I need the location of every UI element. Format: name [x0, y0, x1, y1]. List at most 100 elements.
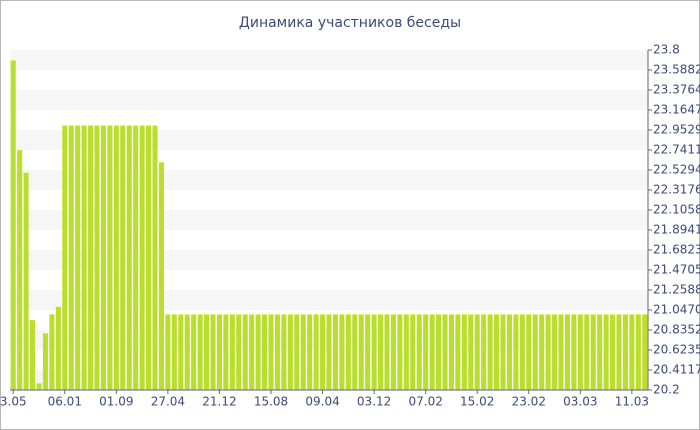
bar	[622, 314, 628, 390]
x-tick-label: 06.01	[48, 395, 82, 409]
y-tick-label: 22.3176	[653, 183, 700, 197]
bar	[307, 314, 313, 390]
y-tick-label: 23.5882	[653, 63, 700, 77]
bar	[320, 314, 326, 390]
bar	[642, 314, 648, 390]
bar	[378, 314, 384, 390]
bar	[494, 314, 500, 390]
bar	[204, 314, 210, 390]
bar	[332, 314, 338, 390]
bar	[197, 314, 203, 390]
grid-band	[10, 130, 648, 151]
bar	[268, 314, 274, 390]
bar	[236, 314, 242, 390]
bar	[126, 125, 132, 391]
bar	[262, 314, 268, 390]
bar	[75, 125, 81, 391]
bar	[390, 314, 396, 390]
bar	[68, 125, 74, 391]
bar	[100, 125, 106, 391]
bar	[242, 314, 248, 390]
bar	[313, 314, 319, 390]
x-tick-label: 01.09	[99, 395, 133, 409]
bar	[229, 314, 235, 390]
y-tick-label: 21.2588	[653, 283, 700, 297]
bar	[120, 125, 126, 391]
bar	[597, 314, 603, 390]
grid-band	[10, 250, 648, 271]
bar	[397, 314, 403, 390]
grid-band	[10, 90, 648, 111]
y-tick-label: 23.3764	[653, 83, 700, 97]
bar	[17, 150, 23, 390]
bar	[274, 314, 280, 390]
bar	[10, 60, 16, 391]
grid-band	[10, 290, 648, 311]
bar	[216, 314, 222, 390]
bar	[107, 125, 113, 391]
bar	[113, 125, 119, 391]
bar	[191, 314, 197, 390]
bar	[481, 314, 487, 390]
bar	[300, 314, 306, 390]
x-tick-label: 03.12	[357, 395, 391, 409]
bar	[358, 314, 364, 390]
y-tick-label: 22.9529	[653, 123, 700, 137]
bar	[30, 320, 36, 390]
bar	[526, 314, 532, 390]
bar	[23, 172, 29, 390]
bar	[436, 314, 442, 390]
bar	[326, 314, 332, 390]
y-tick-label: 20.6235	[653, 343, 700, 357]
bar	[345, 314, 351, 390]
bar	[455, 314, 461, 390]
bar	[635, 314, 641, 390]
bar	[519, 314, 525, 390]
bar	[384, 314, 390, 390]
bar	[616, 314, 622, 390]
bar	[42, 333, 48, 390]
y-tick-label: 22.7411	[653, 143, 700, 157]
bar	[294, 314, 300, 390]
y-tick-label: 20.4117	[653, 363, 700, 377]
x-tick-label: 23.02	[512, 395, 546, 409]
bar	[146, 125, 152, 391]
chart-title: Динамика участников беседы	[239, 15, 461, 31]
x-tick-label: 15.02	[460, 395, 494, 409]
x-tick-label: 3.05	[0, 395, 27, 409]
bar	[88, 125, 94, 391]
x-tick-label: 03.03	[563, 395, 597, 409]
y-tick-label: 21.8941	[653, 223, 700, 237]
bar	[539, 314, 545, 390]
bar	[513, 314, 519, 390]
bar	[584, 314, 590, 390]
bar	[461, 314, 467, 390]
bar	[339, 314, 345, 390]
y-tick-label: 21.0470	[653, 303, 700, 317]
bar	[139, 125, 145, 391]
x-tick-label: 21.12	[202, 395, 236, 409]
bar	[590, 314, 596, 390]
x-tick-label: 09.04	[305, 395, 339, 409]
bar	[610, 314, 616, 390]
grid-band	[10, 210, 648, 231]
bar	[255, 314, 261, 390]
y-tick-label: 21.4705	[653, 263, 700, 277]
bar	[532, 314, 538, 390]
bar	[171, 314, 177, 390]
bar	[423, 314, 429, 390]
y-tick-label: 22.1058	[653, 203, 700, 217]
bar	[165, 314, 171, 390]
x-tick-label: 07.02	[408, 395, 442, 409]
bar	[281, 314, 287, 390]
bar	[152, 125, 158, 391]
bar	[223, 314, 229, 390]
y-tick-label: 23.8	[653, 43, 680, 57]
bar	[352, 314, 358, 390]
bar	[429, 314, 435, 390]
y-tick-label: 20.2	[653, 383, 680, 397]
bar	[442, 314, 448, 390]
bar	[36, 383, 42, 390]
bar	[468, 314, 474, 390]
